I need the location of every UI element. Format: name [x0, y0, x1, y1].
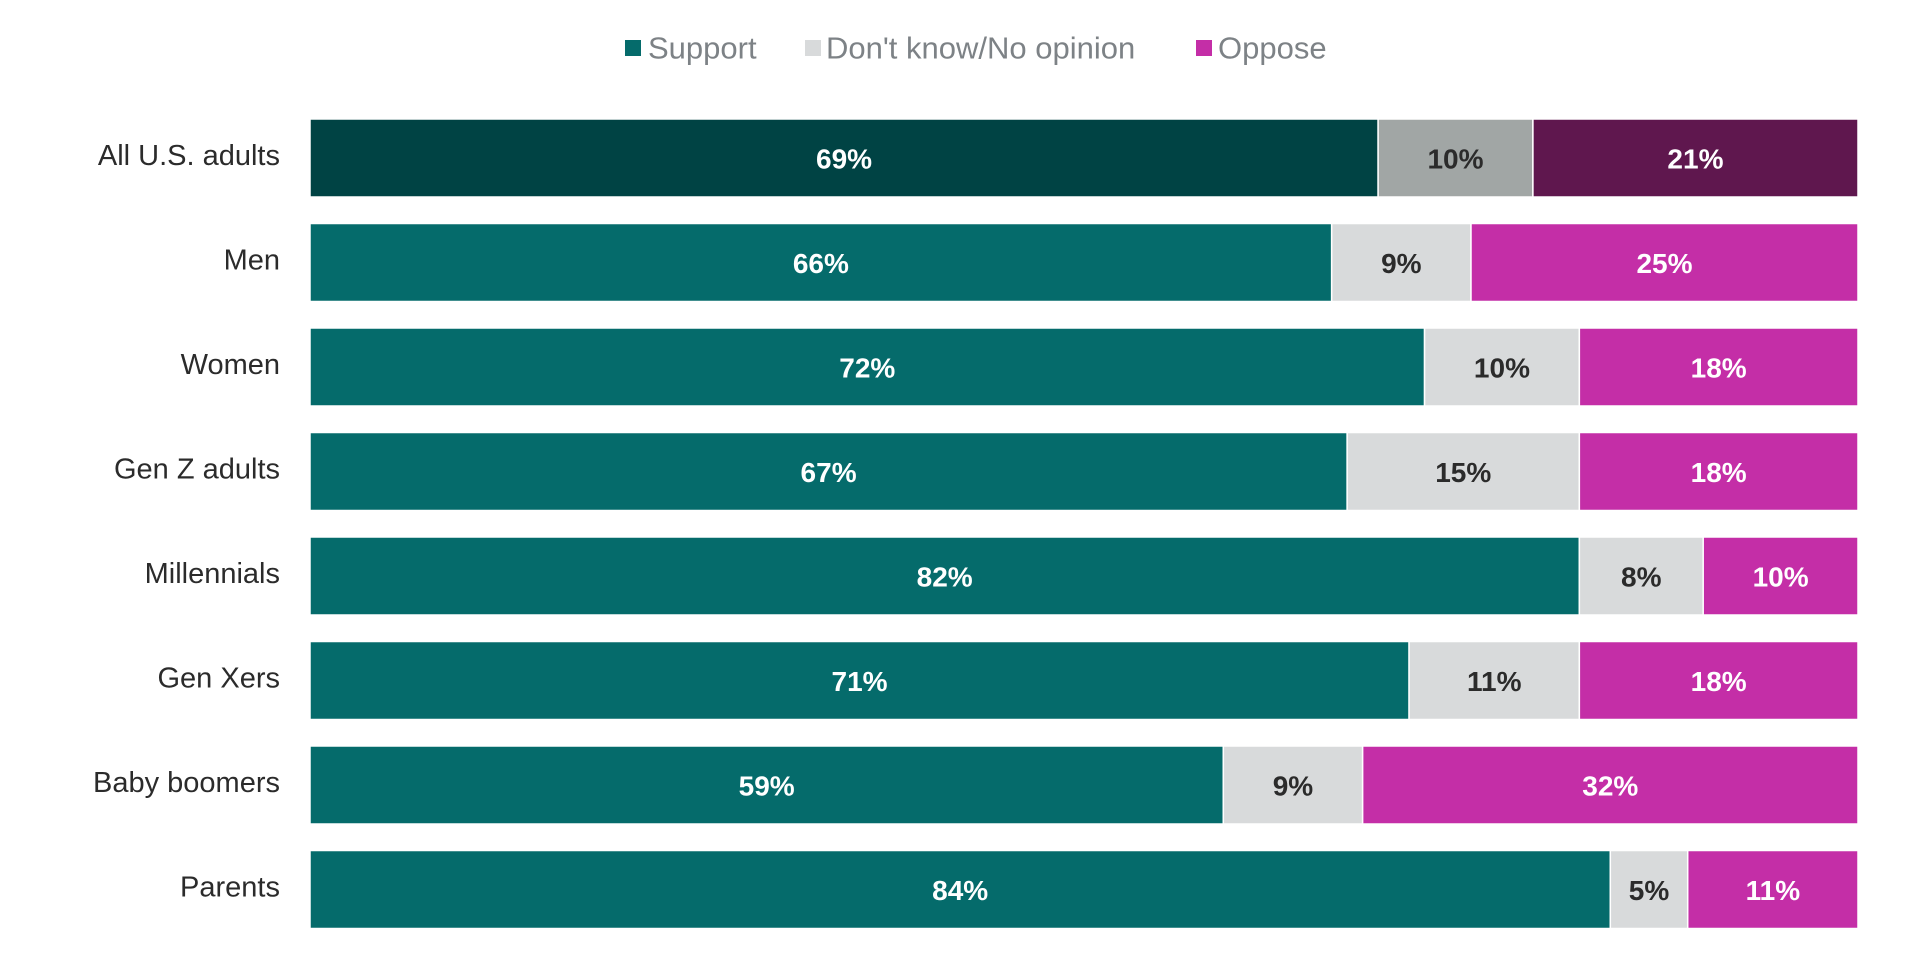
bar-segment-support [309, 431, 1348, 512]
data-label-oppose: 21% [1667, 144, 1723, 175]
data-label-oppose: 10% [1753, 562, 1809, 593]
category-label: Gen Z adults [114, 454, 280, 486]
data-label-oppose: 32% [1582, 771, 1638, 802]
category-label: Women [181, 349, 280, 381]
category-label: Millennials [145, 558, 280, 590]
legend-item-oppose: Oppose [1196, 31, 1327, 66]
legend: Support Don't know/No opinion Oppose [625, 31, 1327, 66]
data-label-oppose: 18% [1691, 353, 1747, 384]
bar-segment-don-t-know-no-opinion [1330, 222, 1472, 303]
legend-swatch-don-t-know-no-opinion [805, 40, 821, 56]
data-label-support: 72% [839, 353, 895, 384]
data-label-oppose: 18% [1691, 666, 1747, 697]
bar-segment-don-t-know-no-opinion [1578, 536, 1704, 616]
bar-row-all-u-s-adults: All U.S. adults 69% 10% 21% [98, 118, 1859, 198]
legend-swatch-oppose [1196, 40, 1212, 56]
bar-segment-oppose [1470, 222, 1859, 303]
data-label-don-t-know-no-opinion: 10% [1474, 353, 1530, 384]
data-label-support: 69% [816, 144, 872, 175]
data-label-support: 59% [739, 771, 795, 802]
data-label-don-t-know-no-opinion: 5% [1629, 875, 1670, 906]
data-label-don-t-know-no-opinion: 15% [1435, 457, 1491, 488]
bar-segment-oppose [1578, 327, 1859, 407]
bars: All U.S. adults 69% 10% 21% Men 66% 9% 25% Women… [93, 118, 1859, 930]
data-label-don-t-know-no-opinion: 9% [1381, 248, 1422, 279]
bar-segment-support [309, 327, 1426, 407]
bar-row-parents: Parents 84% 5% 11% [180, 849, 1859, 930]
bar-segment-oppose [1578, 431, 1859, 512]
bar-segment-support [309, 536, 1581, 616]
bar-segment-oppose [1578, 640, 1859, 721]
data-label-support: 71% [832, 666, 888, 697]
legend-item-support: Support [625, 31, 757, 66]
bar-row-gen-xers: Gen Xers 71% 11% 18% [158, 640, 1859, 721]
legend-label-support: Support [648, 31, 757, 66]
bar-segment-don-t-know-no-opinion [1423, 327, 1581, 407]
bar-segment-don-t-know-no-opinion [1408, 640, 1581, 721]
data-label-oppose: 18% [1691, 457, 1747, 488]
category-label: Parents [180, 872, 280, 904]
bar-row-baby-boomers: Baby boomers 59% 9% 32% [93, 745, 1859, 825]
bar-row-men: Men 66% 9% 25% [224, 222, 1859, 303]
bar-segment-support [309, 849, 1612, 930]
bar-segment-don-t-know-no-opinion [1377, 118, 1534, 198]
data-label-don-t-know-no-opinion: 10% [1427, 144, 1483, 175]
bar-segment-oppose [1686, 849, 1859, 930]
data-label-support: 67% [801, 457, 857, 488]
bar-segment-support [309, 222, 1333, 303]
bar-segment-support [309, 640, 1410, 721]
data-label-support: 66% [793, 248, 849, 279]
legend-label-don-t-know-no-opinion: Don't know/No opinion [826, 31, 1135, 66]
bar-segment-don-t-know-no-opinion [1222, 745, 1364, 825]
legend-swatch-support [625, 40, 641, 56]
bar-row-millennials: Millennials 82% 8% 10% [145, 536, 1859, 616]
bar-segment-oppose [1532, 118, 1859, 198]
data-label-don-t-know-no-opinion: 9% [1273, 771, 1314, 802]
data-label-don-t-know-no-opinion: 8% [1621, 562, 1662, 593]
data-label-support: 82% [917, 562, 973, 593]
bar-row-women: Women 72% 10% 18% [181, 327, 1859, 407]
bar-segment-don-t-know-no-opinion [1609, 849, 1689, 930]
category-label: Men [224, 245, 280, 277]
category-label: Baby boomers [93, 767, 280, 799]
bar-segment-oppose [1361, 745, 1859, 825]
bar-segment-support [309, 118, 1379, 198]
category-label: All U.S. adults [98, 140, 280, 172]
data-label-don-t-know-no-opinion: 11% [1467, 666, 1522, 697]
legend-label-oppose: Oppose [1218, 31, 1327, 66]
data-label-oppose: 11% [1746, 875, 1801, 906]
bar-row-gen-z-adults: Gen Z adults 67% 15% 18% [114, 431, 1859, 512]
bar-segment-oppose [1702, 536, 1859, 616]
legend-item-don-t-know-no-opinion: Don't know/No opinion [805, 31, 1135, 66]
data-label-support: 84% [932, 875, 988, 906]
bar-segment-support [309, 745, 1225, 825]
category-label: Gen Xers [158, 663, 281, 695]
data-label-oppose: 25% [1636, 248, 1692, 279]
